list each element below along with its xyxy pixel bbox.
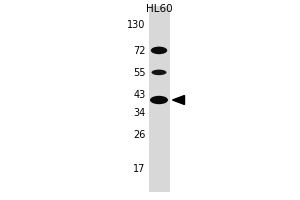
Text: 26: 26 bbox=[133, 130, 145, 140]
Text: 72: 72 bbox=[133, 46, 146, 56]
Polygon shape bbox=[172, 96, 184, 104]
Ellipse shape bbox=[150, 96, 168, 104]
Bar bbox=[148, 6, 170, 192]
Text: 17: 17 bbox=[133, 164, 145, 174]
Text: 130: 130 bbox=[127, 20, 146, 30]
Text: 55: 55 bbox=[133, 68, 146, 78]
Text: 43: 43 bbox=[133, 90, 145, 100]
Text: 34: 34 bbox=[133, 108, 145, 118]
Ellipse shape bbox=[151, 47, 167, 54]
Ellipse shape bbox=[152, 70, 166, 75]
Text: HL60: HL60 bbox=[146, 4, 172, 14]
